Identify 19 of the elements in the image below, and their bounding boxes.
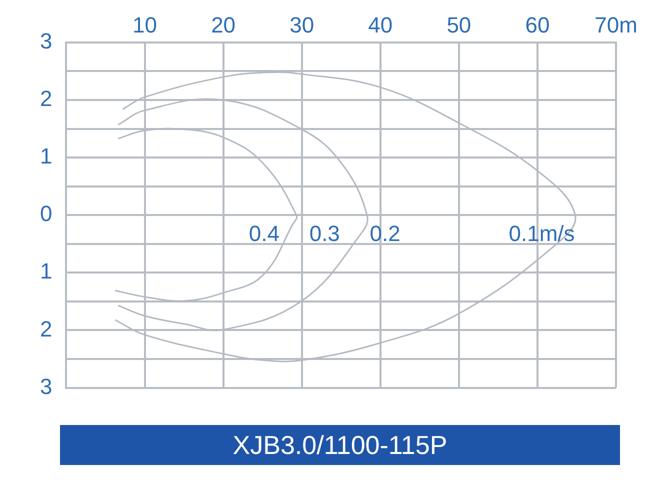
text: XJB3.0/1100-115P	[60, 425, 620, 465]
y-tick-label: 2	[40, 86, 52, 112]
y-tick-label: 1	[40, 144, 52, 169]
annotation: 0.1m/s	[508, 221, 575, 246]
x-tick-label: 70m	[594, 12, 638, 38]
annotation: 0.4	[248, 221, 280, 246]
annotation: 0.2	[370, 221, 400, 246]
x-tick-label: 10	[132, 12, 158, 38]
y-tick-label: 2	[40, 316, 52, 342]
y-tick-label: 0	[40, 201, 52, 226]
x-tick-label: 30	[290, 12, 314, 38]
y-tick-label: 1	[40, 258, 52, 284]
x-tick-label: 40	[368, 12, 393, 38]
annotation: 0.3	[309, 221, 340, 246]
x-tick-label: 60	[525, 12, 550, 38]
x-tick-label: 50	[446, 12, 472, 38]
y-tick-label: 3	[40, 28, 52, 54]
x-tick-label: 20	[211, 12, 236, 38]
y-tick-label: 3	[40, 374, 52, 399]
